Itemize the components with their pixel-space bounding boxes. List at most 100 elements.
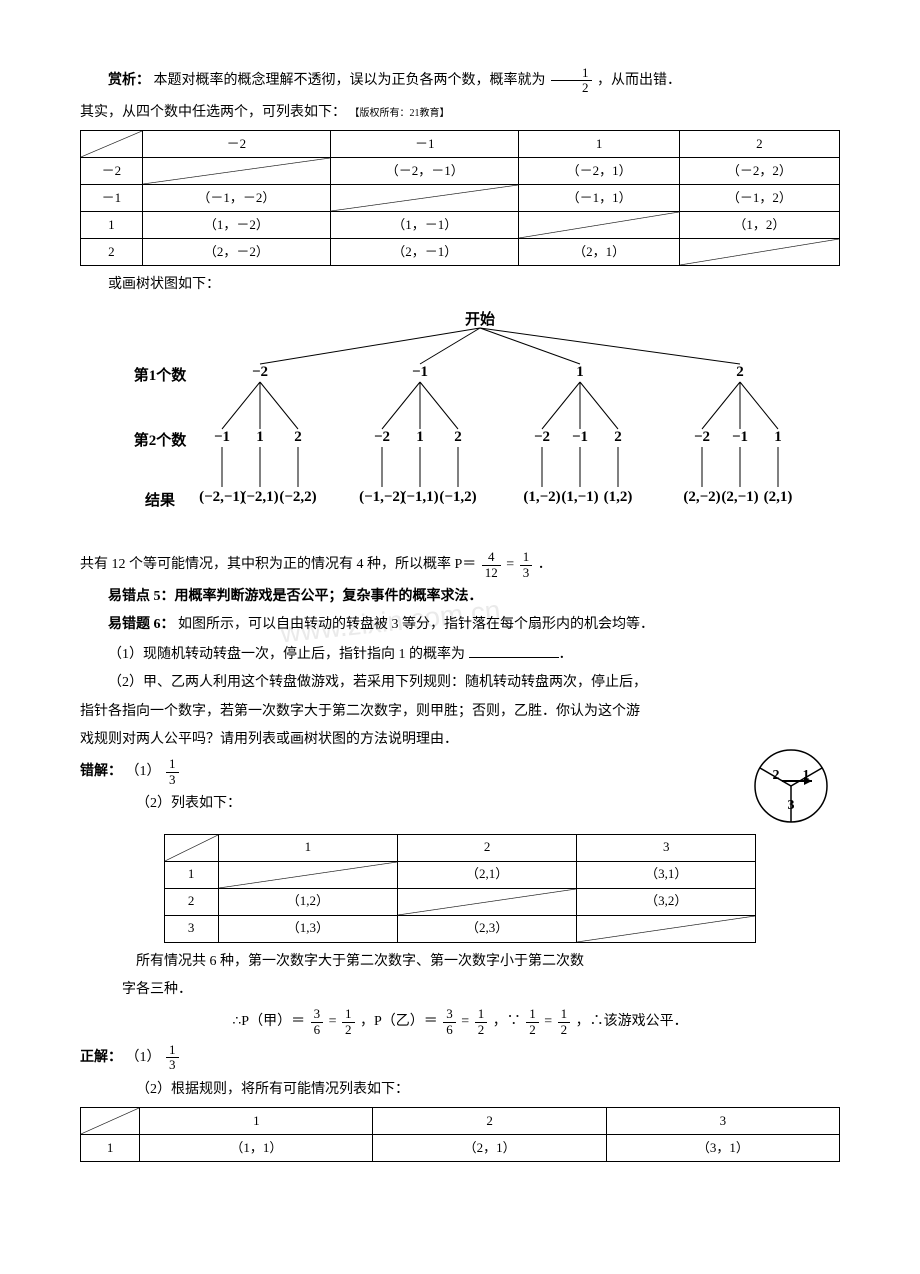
svg-text:(−2,−1): (−2,−1) <box>199 489 245 505</box>
correct-frac-1-3: 1 3 <box>166 1043 179 1073</box>
svg-text:(1,−2): (1,−2) <box>523 489 560 505</box>
svg-text:−1: −1 <box>412 364 428 380</box>
table-row-header: 1 <box>164 861 218 888</box>
correct-label: 正解： <box>80 1050 122 1065</box>
problem6: 易错题 6： 如图所示，可以自由转动的转盘被 3 等分，指针落在每个扇形内的机会… <box>80 614 840 636</box>
table-row-header: 1 <box>81 211 143 238</box>
q2-line-c: 戏规则对两人公平吗？请用列表或画树状图的方法说明理由． <box>80 729 840 751</box>
svg-text:结果: 结果 <box>145 491 176 509</box>
svg-text:−2: −2 <box>252 364 268 380</box>
table-cell: （1，2） <box>679 211 839 238</box>
analysis-paragraph: 赏析： 本题对概率的概念理解不透彻，误以为正负各两个数，概率就为 1 2 ，从而… <box>80 66 840 96</box>
svg-text:1: 1 <box>576 364 584 380</box>
table-cell: （－1，－2） <box>142 184 330 211</box>
table-header: 2 <box>397 834 576 861</box>
svg-text:−2: −2 <box>374 429 390 445</box>
table-row-header: －1 <box>81 184 143 211</box>
correct-a2-prefix: （2）根据规则，将所有可能情况列表如下： <box>136 1079 840 1101</box>
table-header <box>164 834 218 861</box>
table-cell: （2，－1） <box>331 238 519 265</box>
table-cell: （－2，1） <box>519 157 679 184</box>
svg-text:(−1,2): (−1,2) <box>439 489 476 505</box>
table-cell <box>142 157 330 184</box>
wrong-frac-1-3: 1 3 <box>166 757 179 787</box>
svg-text:1: 1 <box>256 429 264 445</box>
table-row-header: 2 <box>81 238 143 265</box>
svg-text:−1: −1 <box>572 429 588 445</box>
correct-solution: 正解： （1） 1 3 <box>80 1043 840 1073</box>
analysis-line2: 其实，从四个数中任选两个，可列表如下： 【版权所有：21教育】 <box>80 102 840 124</box>
svg-text:开始: 开始 <box>465 310 495 328</box>
correct-table: 1231（1，1）（2，1）（3，1） <box>80 1107 840 1162</box>
table-cell: （1,3） <box>218 915 397 942</box>
problem6-label: 易错题 6： <box>108 617 175 632</box>
frac-half: 1 2 <box>551 66 592 96</box>
table-cell: （1，1） <box>140 1135 373 1162</box>
table-cell: （2，－2） <box>142 238 330 265</box>
table-cell: （1，－2） <box>142 211 330 238</box>
svg-text:(1,2): (1,2) <box>604 489 633 505</box>
table-cell <box>218 861 397 888</box>
table-cell: （2，1） <box>373 1135 606 1162</box>
svg-text:−1: −1 <box>214 429 230 445</box>
analysis-text-1: 本题对概率的概念理解不透彻，误以为正负各两个数，概率就为 <box>154 73 546 88</box>
svg-text:−1: −1 <box>732 429 748 445</box>
analysis-label: 赏析： <box>108 73 150 88</box>
table-header: 1 <box>218 834 397 861</box>
table-cell: （1,2） <box>218 888 397 915</box>
svg-text:2: 2 <box>294 429 302 445</box>
table-cell: （2,3） <box>397 915 576 942</box>
tree-diagram: 开始第1个数第2个数结果 −2 −1 (−2,−1) 1 (−2,1) 2 (−2,2) −1 −… <box>80 306 840 536</box>
svg-text:(−2,1): (−2,1) <box>241 489 278 505</box>
svg-text:(−2,2): (−2,2) <box>279 489 316 505</box>
q2-line-a: （2）甲、乙两人利用这个转盘做游戏，若采用下列规则：随机转动转盘两次，停止后， <box>80 672 840 694</box>
svg-text:2: 2 <box>614 429 622 445</box>
svg-text:1: 1 <box>774 429 782 445</box>
table-header <box>81 1108 140 1135</box>
table-header: 3 <box>606 1108 839 1135</box>
table-cell: （2,1） <box>397 861 576 888</box>
tree-svg: 开始第1个数第2个数结果 −2 −1 (−2,−1) 1 (−2,1) 2 (−2,2) −1 −… <box>100 306 820 536</box>
or-tree-text: 或画树状图如下： <box>80 274 840 296</box>
wrong-table: 1231（2,1）（3,1）2（1,2）（3,2）3（1,3）（2,3） <box>164 834 757 943</box>
svg-text:(−1,1): (−1,1) <box>401 489 438 505</box>
pair-table-1: －2－112－2（－2，－1）（－2，1）（－2，2）－1（－1，－2）（－1，… <box>80 130 840 266</box>
table-row-header: 3 <box>164 915 218 942</box>
table-row-header: 1 <box>81 1135 140 1162</box>
after-tree-line: 共有 12 个等可能情况，其中积为正的情况有 4 种，所以概率 P＝ 4 12 … <box>80 550 840 580</box>
wrong-conclusion1: 所有情况共 6 种，第一次数字大于第二次数字、第一次数字小于第二次数 <box>136 951 840 973</box>
table-cell: （－1，2） <box>679 184 839 211</box>
table-header <box>81 130 143 157</box>
svg-text:−2: −2 <box>694 429 710 445</box>
table-cell: （3,2） <box>577 888 756 915</box>
table-row-header: －2 <box>81 157 143 184</box>
table-cell: （2，1） <box>519 238 679 265</box>
frac-4-12: 4 12 <box>482 550 501 580</box>
frac-1-3: 1 3 <box>520 550 533 580</box>
table-header: 2 <box>679 130 839 157</box>
svg-text:−2: −2 <box>534 429 550 445</box>
table-header: 1 <box>140 1108 373 1135</box>
copyright-note: 【版权所有：21教育】 <box>350 108 450 119</box>
svg-text:(2,−1): (2,−1) <box>721 489 758 505</box>
svg-text:2: 2 <box>736 364 744 380</box>
svg-text:(−1,−2): (−1,−2) <box>359 489 405 505</box>
wrong-label: 错解： <box>80 764 122 779</box>
svg-text:(1,−1): (1,−1) <box>561 489 598 505</box>
svg-text:(2,1): (2,1) <box>764 489 793 505</box>
table-cell: （1，－1） <box>331 211 519 238</box>
wrong-equation: ∴P（甲）＝ 36 = 12 ，P（乙）＝ 36 = 12 ，∵ 12 = 12… <box>80 1007 840 1037</box>
svg-text:1: 1 <box>416 429 424 445</box>
table-cell: （－1，1） <box>519 184 679 211</box>
q2-line-b: 指针各指向一个数字，若第一次数字大于第二次数字，则甲胜；否则，乙胜．你认为这个游 <box>80 701 840 723</box>
svg-text:2: 2 <box>454 429 462 445</box>
table-cell: （－2，－1） <box>331 157 519 184</box>
table-cell <box>679 238 839 265</box>
blank-line <box>469 643 559 658</box>
table-row-header: 2 <box>164 888 218 915</box>
svg-text:第1个数: 第1个数 <box>134 366 188 384</box>
mistake5-title: 易错点 5：用概率判断游戏是否公平；复杂事件的概率求法． <box>80 586 840 608</box>
svg-text:第2个数: 第2个数 <box>134 431 188 449</box>
table-header: 3 <box>577 834 756 861</box>
q1-line: （1）现随机转动转盘一次，停止后，指针指向 1 的概率为 ． <box>80 643 840 666</box>
